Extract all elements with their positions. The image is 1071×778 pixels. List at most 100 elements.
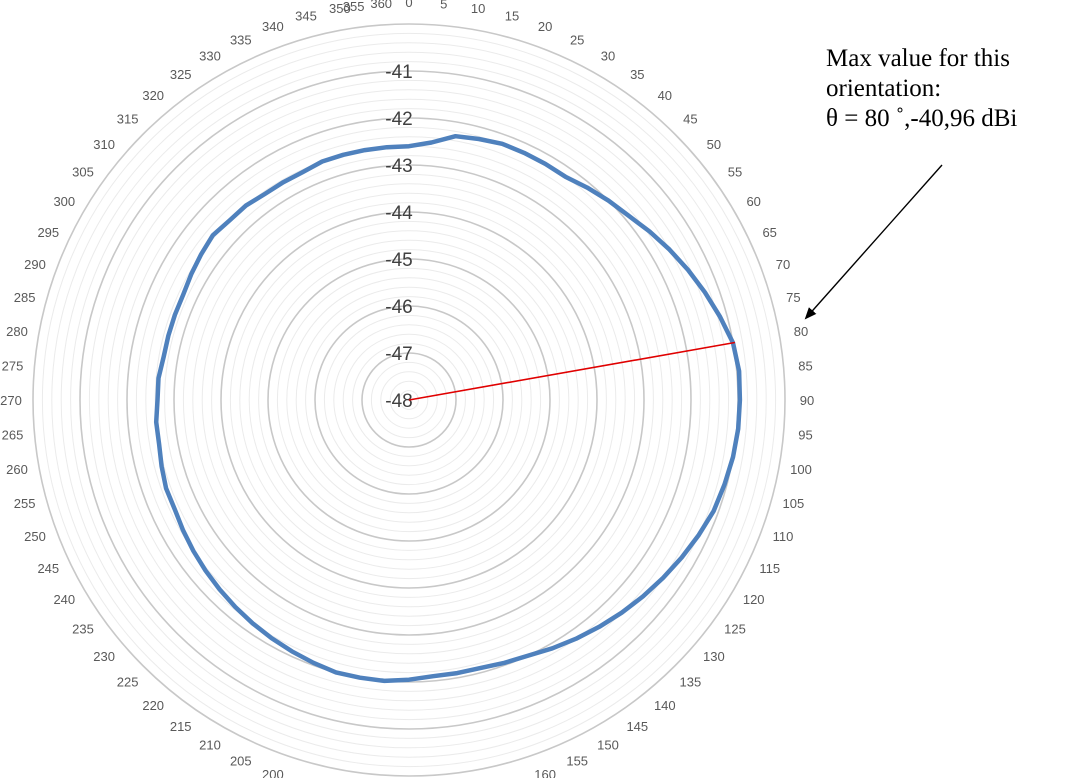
angle-tick-label: 220 [142,698,164,713]
minor-grid-ring [60,51,758,749]
minor-grid-ring [239,230,579,570]
angle-tick-label: 0 [405,0,412,10]
angle-tick-label: 200 [262,767,284,778]
angle-tick-label: 5 [440,0,447,12]
minor-grid-ring [211,202,607,598]
minor-grid-ring [41,32,777,768]
minor-grid-ring [276,267,542,533]
minor-grid-ring [258,249,560,551]
minor-grid-ring [192,183,626,617]
radial-tick-label: -44 [385,203,413,224]
angle-tick-label: 35 [630,67,644,82]
angle-tick-label: 285 [14,290,36,305]
angle-tick-label: 45 [683,112,697,127]
angle-tick-label: 30 [601,48,615,63]
angle-tick-label: 105 [783,496,805,511]
major-grid-ring [173,164,645,636]
angle-tick-label: 110 [773,529,794,544]
angle-tick-label: 335 [230,32,252,47]
minor-grid-ring [380,371,438,429]
angle-tick-label: 40 [658,88,672,103]
minor-grid-ring [333,324,485,476]
minor-grid-ring [286,277,532,523]
angle-labels: 0 5 10 15 20 25 30 35 40 45 50 55 60 65 70 75 80 85 90 95 10… [0,0,814,778]
major-grid-ring [126,117,692,683]
angle-tick-label: 55 [728,165,742,180]
major-grid-ring [361,352,457,448]
angle-tick-label: 75 [786,290,800,305]
max-layer [408,341,736,401]
minor-grid-ring [323,314,495,486]
callout-line-3: θ = 80 ˚,-40,96 dBi [826,105,1018,132]
major-grid-ring [32,23,786,777]
minor-grid-ring [342,333,476,467]
angle-tick-label: 235 [72,621,94,636]
angle-tick-label: 160 [534,767,556,778]
angle-tick-label: 225 [117,674,139,689]
angle-tick-label: 290 [24,257,46,272]
angle-tick-label: 300 [53,194,75,209]
angle-tick-label: 360 [370,0,392,11]
angle-tick-label: 295 [37,225,59,240]
minor-grid-ring [370,361,448,439]
angle-tick-label: 280 [6,324,28,339]
callout-line-1: Max value for this [826,45,1010,72]
angle-tick-label: 15 [505,9,519,24]
major-grid-ring [220,211,598,589]
angle-tick-label: 130 [703,649,725,664]
angle-tick-label: 340 [262,19,284,34]
angle-tick-label: 215 [170,719,192,734]
angle-tick-label: 260 [6,462,28,477]
grid-rings [32,23,786,777]
angle-tick-label: 240 [53,592,75,607]
angle-tick-label: 255 [14,496,36,511]
minor-grid-ring [135,126,683,674]
angle-tick-label: 125 [724,621,746,636]
angle-tick-label: 90 [800,393,814,408]
callout-line-2: orientation: [826,75,942,102]
minor-grid-ring [389,380,429,420]
angle-tick-label: 205 [230,754,252,769]
minor-grid-ring [98,89,720,711]
series-line [153,133,743,684]
angle-tick-label: 320 [142,88,164,103]
radial-tick-label: -42 [385,109,412,130]
angle-tick-label: 25 [570,32,584,47]
angle-tick-label: 140 [654,698,676,713]
minor-grid-ring [229,220,589,580]
angle-tick-label: 350 [329,1,351,16]
major-grid-ring [267,258,551,542]
angle-tick-label: 135 [680,674,702,689]
series-layer [153,133,743,684]
angle-tick-label: 355 [343,0,365,14]
angle-tick-label: 65 [762,225,776,240]
angle-tick-label: 245 [37,561,59,576]
max-value-line [408,341,736,401]
angle-tick-label: 155 [566,754,588,769]
minor-grid-ring [352,343,466,457]
radial-tick-label: -48 [385,391,412,412]
radial-tick-label: -41 [385,62,412,83]
callout-layer [804,164,943,320]
minor-grid-ring [201,192,617,608]
angle-tick-label: 265 [2,428,24,443]
angle-tick-label: 80 [794,324,808,339]
radial-tick-label: -46 [385,297,412,318]
minor-grid-ring [117,108,701,692]
angle-tick-label: 345 [295,9,317,24]
angle-tick-label: 275 [2,358,24,373]
minor-grid-ring [164,155,654,645]
minor-grid-ring [399,390,419,410]
callout-arrow [804,164,943,320]
radial-tick-label: -47 [385,344,412,365]
minor-grid-ring [295,286,523,514]
max-value-callout: Max value for this orientation: θ = 80 ˚… [826,44,1017,134]
minor-grid-ring [248,239,570,561]
angle-tick-label: 330 [199,48,221,63]
angle-tick-label: 150 [597,738,619,753]
angle-tick-label: 115 [759,561,780,576]
angle-tick-label: 95 [798,428,812,443]
minor-grid-ring [305,296,513,504]
angle-tick-label: 325 [170,67,192,82]
angle-tick-label: 145 [626,719,648,734]
